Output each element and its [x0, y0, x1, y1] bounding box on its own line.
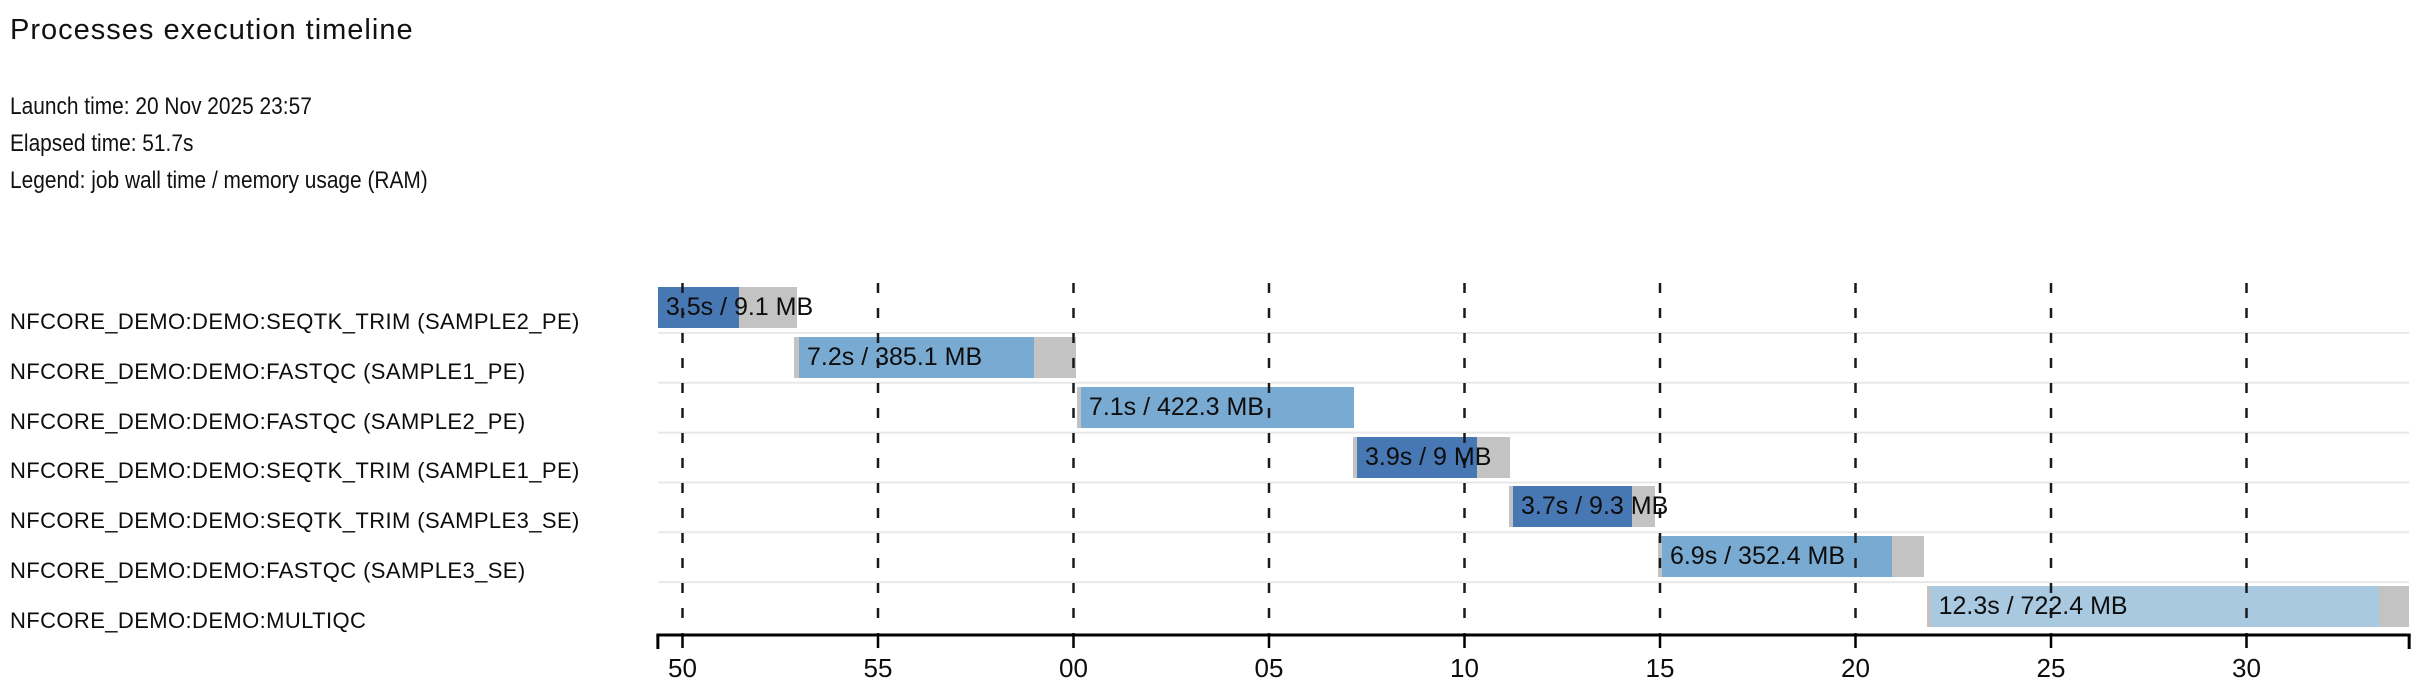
task-bar [1658, 536, 1924, 578]
bar-tail-segment [739, 287, 798, 328]
bar-label: 12.3s / 722.4 MB [1938, 592, 2128, 621]
process-label: NFCORE_DEMO:DEMO:SEQTK_TRIM (SAMPLE3_SE) [10, 508, 580, 534]
bar-tail-segment [1033, 336, 1076, 378]
task-bar [1926, 586, 2410, 628]
bar-label: 3.9s / 9 MB [1364, 442, 1492, 471]
bar-run-segment [1356, 436, 1477, 478]
process-label: NFCORE_DEMO:DEMO:FASTQC (SAMPLE2_PE) [10, 408, 526, 434]
process-label: NFCORE_DEMO:DEMO:SEQTK_TRIM (SAMPLE1_PE) [10, 458, 580, 484]
bar-wait-segment [1509, 486, 1513, 528]
x-axis-tick-label: 05 [1254, 653, 1284, 684]
bar-label: 6.9s / 352.4 MB [1669, 542, 1846, 571]
bar-run-segment [1661, 536, 1893, 578]
bar-run-segment [1080, 386, 1355, 428]
bar-tail-segment [1892, 536, 1924, 578]
legend-text: Legend: job wall time / memory usage (RA… [10, 167, 428, 194]
bar-wait-segment [1926, 586, 1931, 628]
launch-time-text: Launch time: 20 Nov 2025 23:57 [10, 93, 312, 120]
run-info: Launch time: 20 Nov 2025 23:57 Elapsed t… [10, 88, 490, 199]
x-axis-tick-label: 50 [668, 653, 697, 684]
task-bar [1509, 486, 1655, 528]
bar-wait-segment [1076, 386, 1081, 428]
bar-wait-segment [794, 336, 799, 378]
page-title: Processes execution timeline [10, 14, 414, 46]
task-bar [657, 287, 798, 328]
bar-label: 7.1s / 422.3 MB [1088, 392, 1265, 421]
x-axis-tick-label: 10 [1450, 653, 1479, 684]
x-axis-tick-label: 20 [1841, 653, 1870, 684]
bar-run-segment [799, 336, 1034, 378]
x-axis-tick-label: 25 [2036, 653, 2066, 684]
bar-tail-segment [2379, 586, 2410, 628]
bar-run-segment [657, 287, 740, 328]
x-axis-tick-label: 15 [1645, 653, 1675, 684]
task-bar [1353, 436, 1510, 478]
x-axis-tick-label: 55 [863, 653, 893, 684]
bar-label: 7.2s / 385.1 MB [807, 342, 983, 371]
bar-label: 3.5s / 9.1 MB [665, 293, 814, 321]
elapsed-time-text: Elapsed time: 51.7s [10, 130, 194, 157]
x-axis-tick-label: 00 [1059, 653, 1088, 684]
bar-run-segment [1930, 586, 2380, 628]
task-bar [1076, 386, 1355, 428]
process-label: NFCORE_DEMO:DEMO:FASTQC (SAMPLE1_PE) [10, 358, 526, 384]
process-label: NFCORE_DEMO:DEMO:FASTQC (SAMPLE3_SE) [10, 558, 526, 584]
bar-run-segment [1512, 486, 1632, 528]
process-label: NFCORE_DEMO:DEMO:MULTIQC [10, 608, 367, 634]
bar-label: 3.7s / 9.3 MB [1520, 492, 1669, 521]
bar-tail-segment [1477, 436, 1510, 478]
bar-tail-segment [1631, 486, 1655, 528]
task-bar [794, 336, 1076, 378]
x-axis-tick-label: 30 [2232, 653, 2261, 684]
bar-wait-segment [1353, 436, 1357, 478]
process-label: NFCORE_DEMO:DEMO:SEQTK_TRIM (SAMPLE2_PE) [10, 308, 580, 334]
